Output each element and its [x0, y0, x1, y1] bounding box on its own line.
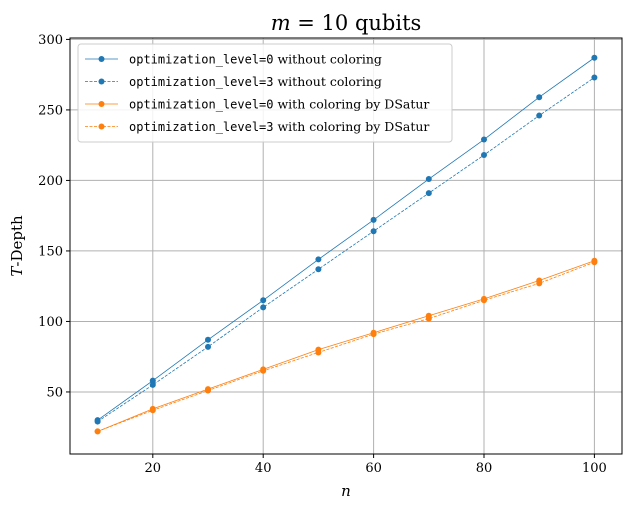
x-tick-label: 80	[476, 461, 493, 476]
x-tick-label: 60	[365, 461, 382, 476]
legend-entry: optimization_level=0 without coloring	[85, 52, 382, 67]
data-point	[425, 190, 432, 197]
data-point	[370, 216, 377, 223]
data-point	[205, 387, 211, 394]
legend-entry: optimization_level=3 without coloring	[85, 74, 382, 89]
data-point	[260, 304, 267, 311]
y-tick-label: 50	[46, 385, 63, 400]
legend-label-text: without coloring	[274, 74, 382, 89]
axis-ticks: 20 40 60 80 100 50 100 150 200 250 300	[38, 33, 607, 476]
legend-label-text: with coloring by DSatur	[274, 97, 430, 112]
legend-label: optimization_level=0 with coloring by DS…	[129, 97, 429, 112]
data-point	[149, 381, 156, 388]
series-line	[97, 77, 595, 422]
legend-box	[77, 43, 453, 143]
data-point	[370, 331, 377, 338]
chart-title: m = 10 qubits	[271, 11, 422, 35]
x-tick-label: 100	[582, 461, 607, 476]
y-tick-label: 200	[38, 174, 63, 189]
data-point	[591, 54, 598, 61]
data-point	[315, 266, 322, 273]
legend-label-code: optimization_level=3	[129, 75, 274, 89]
legend-marker	[98, 123, 105, 130]
series-line	[97, 261, 595, 432]
data-point	[591, 74, 598, 81]
data-point	[315, 349, 322, 356]
data-point	[205, 336, 211, 343]
legend-label: optimization_level=3 with coloring by DS…	[129, 119, 429, 134]
x-tick-label: 40	[255, 461, 272, 476]
legend-label: optimization_level=0 without coloring	[129, 52, 382, 67]
data-point	[260, 367, 267, 374]
legend-marker	[98, 78, 105, 85]
y-tick-label: 250	[38, 103, 63, 118]
data-point	[481, 152, 487, 159]
data-point	[94, 428, 101, 435]
legend-label-text: without coloring	[274, 52, 382, 67]
legend-label: optimization_level=3 without coloring	[129, 74, 382, 89]
series-0	[94, 54, 598, 424]
y-axis-label: T-Depth	[8, 215, 26, 277]
legend-label-text: with coloring by DSatur	[274, 119, 430, 134]
legend-entry: optimization_level=0 with coloring by DS…	[85, 97, 429, 112]
data-point	[205, 343, 211, 350]
data-point	[315, 256, 322, 263]
data-point	[536, 94, 543, 101]
data-point	[260, 297, 267, 304]
y-tick-label: 150	[38, 244, 63, 259]
legend-marker	[98, 101, 105, 107]
series-layer	[94, 54, 598, 435]
data-point	[425, 315, 432, 322]
data-point	[370, 228, 377, 235]
chart-title-math: m	[271, 11, 291, 35]
chart-title-text: = 10 qubits	[291, 11, 422, 35]
y-tick-label: 100	[38, 315, 63, 330]
data-point	[536, 112, 543, 119]
legend-label-code: optimization_level=0	[129, 98, 274, 112]
legend: optimization_level=0 without coloringopt…	[77, 43, 453, 143]
legend-label-code: optimization_level=0	[129, 53, 274, 67]
legend-label-code: optimization_level=3	[129, 120, 274, 134]
x-axis-label: n	[341, 482, 351, 500]
data-point	[481, 297, 487, 304]
data-point	[591, 259, 598, 266]
data-point	[149, 377, 156, 384]
series-3	[94, 259, 598, 435]
y-axis-label-math: T	[8, 266, 26, 277]
series-line	[97, 57, 595, 421]
legend-entry: optimization_level=3 with coloring by DS…	[85, 119, 429, 134]
y-tick-label: 300	[38, 33, 63, 48]
series-line	[97, 260, 595, 432]
legend-marker	[98, 56, 105, 62]
plot-area	[69, 37, 623, 455]
data-point	[481, 136, 487, 143]
data-point	[149, 407, 156, 414]
data-point	[536, 280, 543, 287]
x-tick-label: 20	[145, 461, 162, 476]
data-point	[94, 418, 101, 425]
y-axis-label-text: -Depth	[8, 215, 26, 267]
data-point	[425, 176, 432, 183]
series-1	[94, 74, 598, 425]
